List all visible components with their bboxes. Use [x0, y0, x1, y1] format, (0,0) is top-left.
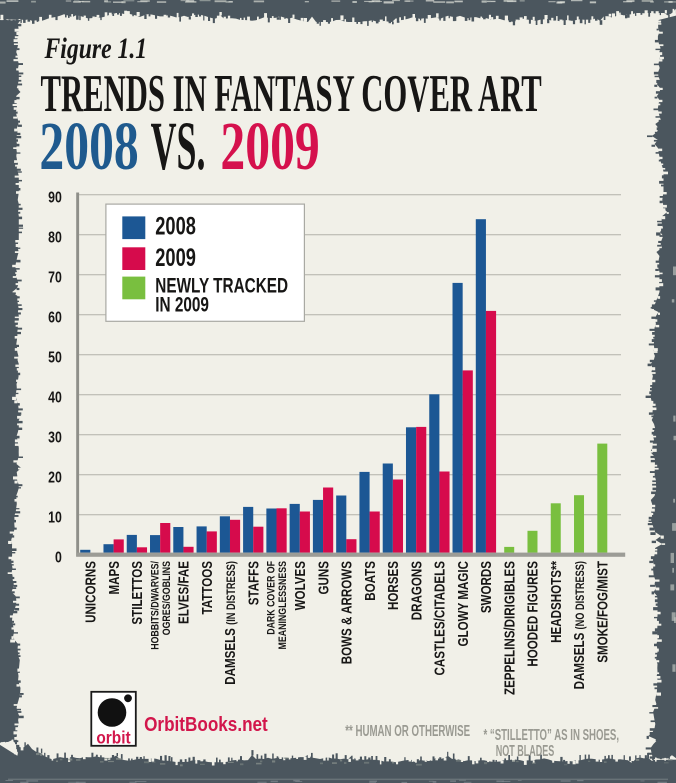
svg-text:60: 60 — [48, 309, 62, 327]
svg-text:2009: 2009 — [155, 243, 196, 272]
svg-text:GLOWY MAGIC: GLOWY MAGIC — [455, 561, 472, 647]
svg-text:DARK COVER OF: DARK COVER OF — [266, 561, 278, 635]
svg-text:* “STILLETTO” AS IN SHOES,: * “STILLETTO” AS IN SHOES, — [483, 725, 619, 743]
svg-text:BOATS: BOATS — [362, 561, 379, 601]
svg-text:40: 40 — [48, 389, 62, 407]
svg-text:DRAGONS: DRAGONS — [408, 561, 425, 620]
svg-text:2008: 2008 — [39, 108, 138, 185]
svg-text:HOODED FIGURES: HOODED FIGURES — [524, 561, 541, 667]
svg-text:NOT BLADES: NOT BLADES — [496, 741, 555, 759]
svg-text:2008: 2008 — [155, 212, 196, 241]
svg-text:IN 2009: IN 2009 — [155, 292, 209, 316]
svg-text:CASTLES/CITADELS: CASTLES/CITADELS — [431, 561, 448, 676]
svg-text:HEADSHOTS**: HEADSHOTS** — [548, 560, 565, 643]
svg-text:SWORDS: SWORDS — [478, 561, 495, 613]
svg-text:STAFFS: STAFFS — [245, 561, 262, 605]
svg-text:HORSES: HORSES — [385, 561, 402, 610]
svg-text:VS.: VS. — [151, 108, 206, 185]
svg-text:** HUMAN OR OTHERWISE: ** HUMAN OR OTHERWISE — [345, 722, 470, 740]
svg-text:BOWS & ARROWS: BOWS & ARROWS — [338, 561, 355, 664]
svg-text:20: 20 — [48, 469, 62, 487]
svg-text:WOLVES: WOLVES — [292, 561, 309, 611]
svg-text:90: 90 — [48, 189, 62, 207]
svg-text:UNICORNS: UNICORNS — [82, 561, 99, 623]
svg-text:10: 10 — [48, 509, 62, 527]
svg-text:OGRES/GOBLINS: OGRES/GOBLINS — [161, 561, 173, 636]
svg-text:DAMSELS (IN DISTRESS): DAMSELS (IN DISTRESS) — [222, 561, 239, 685]
svg-text:orbit: orbit — [96, 729, 131, 748]
svg-text:NEWLY TRACKED: NEWLY TRACKED — [155, 273, 288, 297]
svg-text:SMOKE/FOG/MIST: SMOKE/FOG/MIST — [594, 561, 611, 663]
svg-text:80: 80 — [48, 229, 62, 247]
svg-text:ELVES/FAE: ELVES/FAE — [175, 561, 192, 624]
svg-text:MAPS: MAPS — [106, 561, 123, 595]
svg-text:TATTOOS: TATTOOS — [199, 561, 216, 615]
svg-text:Figure 1.1: Figure 1.1 — [44, 31, 148, 64]
svg-text:0: 0 — [55, 549, 62, 567]
svg-text:STILETTOS: STILETTOS — [129, 561, 146, 625]
svg-text:GUNS: GUNS — [315, 561, 332, 595]
svg-text:MEANINGLESSNESS: MEANINGLESSNESS — [277, 561, 289, 650]
svg-text:HOBBITS/DWARVES/: HOBBITS/DWARVES/ — [150, 561, 162, 650]
svg-text:30: 30 — [48, 429, 62, 447]
svg-text:70: 70 — [48, 269, 62, 287]
svg-text:TRENDS IN FANTASY COVER ART: TRENDS IN FANTASY COVER ART — [41, 64, 542, 123]
svg-text:OrbitBooks.net: OrbitBooks.net — [144, 714, 268, 737]
svg-text:2009: 2009 — [220, 108, 319, 185]
svg-text:ZEPPELINS/DIRIGIBLES: ZEPPELINS/DIRIGIBLES — [501, 561, 518, 695]
svg-text:DAMSELS (NO DISTRESS): DAMSELS (NO DISTRESS) — [571, 561, 588, 689]
svg-text:50: 50 — [48, 349, 62, 367]
